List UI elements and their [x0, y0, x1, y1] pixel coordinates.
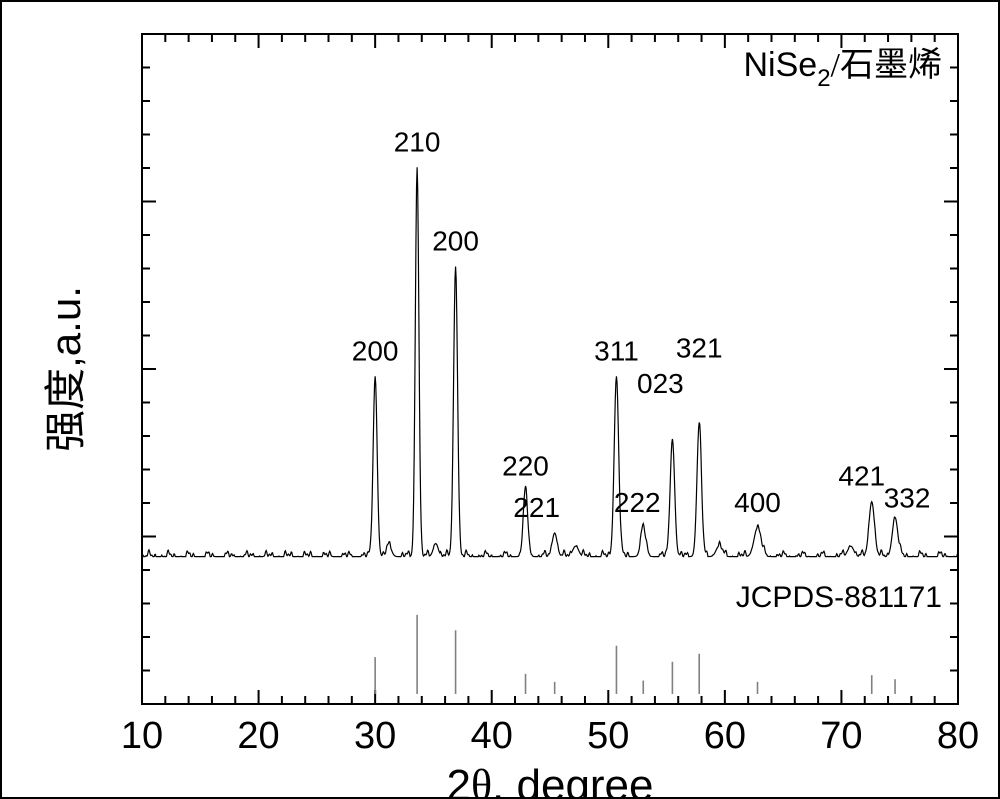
peak-label: 321 [676, 332, 723, 363]
peak-label: 400 [734, 487, 781, 518]
svg-text:70: 70 [820, 715, 862, 757]
peak-label: 222 [614, 487, 661, 518]
peak-label: 221 [513, 492, 560, 523]
y-axis-label: 强度,a.u. [42, 286, 90, 452]
peak-label: 210 [394, 126, 441, 157]
svg-text:50: 50 [587, 715, 629, 757]
xrd-chart: 10203040506070802θ, degree强度,a.u.NiSe2/石… [0, 0, 1000, 799]
chart-svg: 10203040506070802θ, degree强度,a.u.NiSe2/石… [0, 0, 1000, 799]
svg-text:30: 30 [354, 715, 396, 757]
svg-text:10: 10 [121, 715, 163, 757]
peak-label: 220 [502, 450, 549, 481]
peak-label: 023 [637, 368, 684, 399]
peak-label: 332 [884, 482, 931, 513]
peak-label: 311 [594, 335, 639, 366]
peak-label: 200 [352, 335, 399, 366]
reference-label: JCPDS-881171 [736, 581, 942, 614]
svg-text:60: 60 [704, 715, 746, 757]
svg-text:40: 40 [471, 715, 513, 757]
svg-text:20: 20 [237, 715, 279, 757]
peak-label: 421 [838, 461, 885, 492]
x-axis-label: 2θ, degree [446, 761, 653, 799]
peak-label: 200 [432, 226, 479, 257]
svg-text:80: 80 [937, 715, 979, 757]
